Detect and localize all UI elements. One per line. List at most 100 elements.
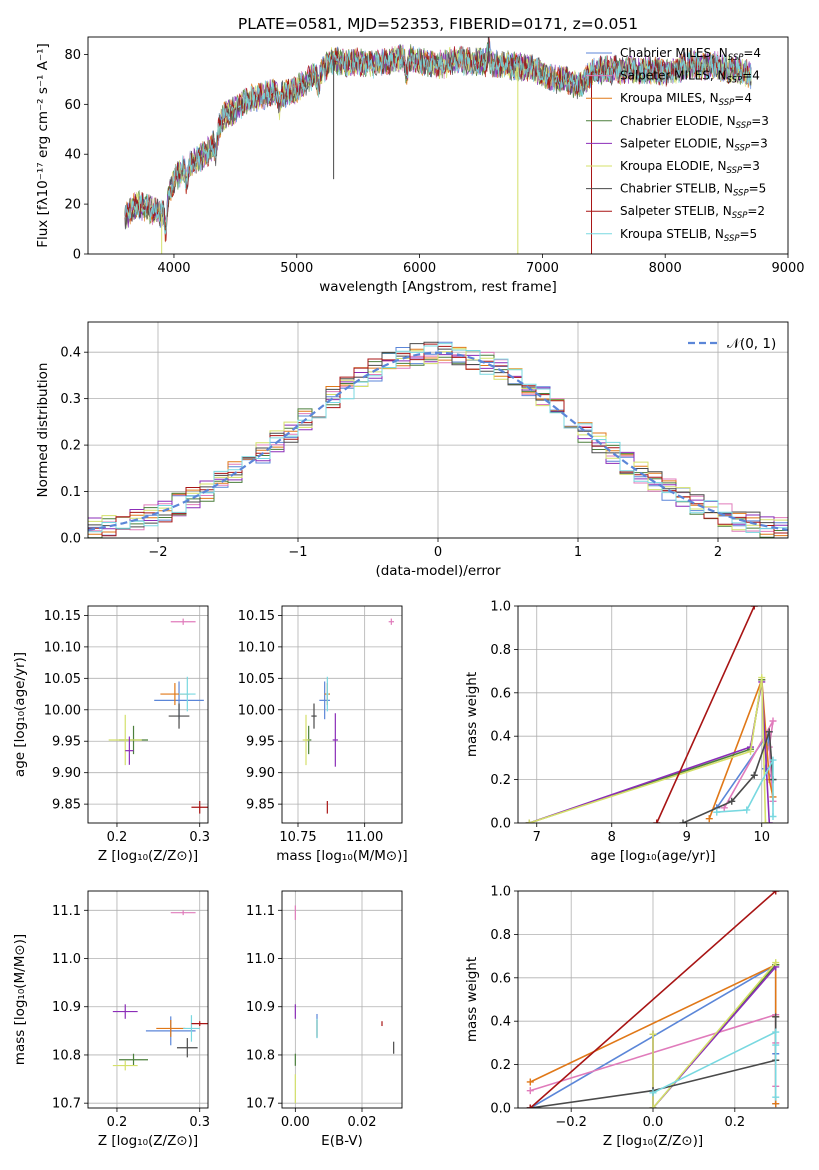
axes-frame bbox=[87, 36, 789, 255]
weight-point-kroupa-stelib bbox=[649, 1089, 657, 1097]
y-tick-label: 0.2 bbox=[490, 773, 511, 788]
y-tick-label: 0.2 bbox=[60, 439, 81, 454]
x-axis-label: (data-model)/error bbox=[375, 563, 501, 579]
figure-title: PLATE=0581, MJD=52353, FIBERID=0171, z=0… bbox=[238, 15, 638, 33]
weight-point-chabrier-stelib bbox=[772, 1013, 780, 1021]
legend-label-salpeter-miles: Salpeter MILES, NSSP=4 bbox=[620, 69, 760, 86]
errorbar-kroupa-miles bbox=[156, 1019, 186, 1037]
y-axis-label: mass weight bbox=[464, 672, 480, 757]
x-tick-label: 6000 bbox=[403, 261, 436, 276]
x-tick-label: 7 bbox=[533, 830, 541, 845]
errorbar-salpeter-elodie bbox=[125, 736, 134, 765]
panel-age-vs-mass: 10.75 11.00 9.85 9.90 9.95 10.00 10.05 10.10 10.… bbox=[238, 605, 408, 864]
errorbar-salpeter-elodie bbox=[112, 1004, 138, 1019]
y-tick-label: 1.0 bbox=[490, 885, 511, 900]
x-tick-label: −0.2 bbox=[555, 1115, 587, 1130]
weight-point-kroupa-miles bbox=[772, 1100, 780, 1108]
x-tick-label: 0.3 bbox=[189, 830, 210, 845]
y-tick-label: 0.0 bbox=[60, 532, 81, 547]
x-tick-label: 8 bbox=[608, 830, 616, 845]
y-tick-label: 0 bbox=[73, 248, 81, 263]
weight-point-salpeter-stelib bbox=[750, 606, 758, 610]
legend-label-kroupa-stelib: Kroupa STELIB, NSSP=5 bbox=[620, 227, 757, 244]
weight-point-kroupa-stelib bbox=[713, 808, 721, 816]
y-tick-label: 10.15 bbox=[44, 609, 81, 624]
weight-point-kroupa-elodie bbox=[758, 674, 766, 682]
legend-label-chabrier-elodie: Chabrier ELODIE, NSSP=3 bbox=[620, 114, 769, 131]
axes-frame bbox=[87, 321, 789, 539]
y-tick-label: 9.95 bbox=[246, 735, 275, 750]
y-tick-label: 40 bbox=[64, 148, 81, 163]
y-tick-label: 11.0 bbox=[246, 952, 275, 967]
errorbar-chabrier-elodie bbox=[119, 1053, 148, 1066]
y-tick-label: 10.05 bbox=[44, 672, 81, 687]
plot-area bbox=[294, 905, 395, 1104]
x-tick-label: 10 bbox=[753, 830, 770, 845]
x-tick-label: 0.0 bbox=[643, 1115, 664, 1130]
weight-point-kroupa-elodie bbox=[525, 819, 533, 823]
weight-line-salpeter-stelib bbox=[656, 606, 756, 823]
plot-area bbox=[112, 910, 208, 1071]
panel-residual-histogram: −2 −1 0 1 2 0.0 0.1 0.2 0.3 0.4 (data-model)/error… bbox=[35, 321, 789, 579]
y-tick-label: 9.95 bbox=[52, 735, 81, 750]
weight-line-kroupa-miles bbox=[708, 679, 774, 819]
y-tick-label: 11.0 bbox=[52, 952, 81, 967]
y-tick-label: 0.3 bbox=[60, 392, 81, 407]
legend-label-kroupa-elodie: Kroupa ELODIE, NSSP=3 bbox=[620, 159, 760, 176]
errorbar-salpeter-stelib bbox=[191, 1021, 208, 1027]
weight-point-kroupa-elodie bbox=[747, 747, 754, 755]
y-tick-label: 0.4 bbox=[490, 1015, 511, 1030]
y-tick-label: 0.0 bbox=[490, 1102, 511, 1117]
plot-area bbox=[302, 618, 394, 814]
plot-area bbox=[526, 891, 780, 1108]
x-tick-label: 9000 bbox=[771, 261, 804, 276]
x-tick-label: 0.02 bbox=[348, 1115, 377, 1130]
x-axis-label: age [log₁₀(age/yr)] bbox=[590, 848, 715, 864]
y-tick-label: 0.8 bbox=[490, 928, 511, 943]
y-tick-label: 0.8 bbox=[490, 643, 511, 658]
y-tick-label: 9.85 bbox=[52, 798, 81, 813]
y-tick-label: 80 bbox=[64, 48, 81, 63]
y-tick-label: 0.2 bbox=[490, 1058, 511, 1073]
axes-frame bbox=[87, 890, 209, 1109]
errorbar-kroupa-elodie bbox=[108, 714, 142, 766]
histogram-salpeter-miles bbox=[88, 351, 788, 532]
y-tick-label: 0.4 bbox=[60, 346, 81, 361]
weight-point-chabrier-stelib bbox=[679, 819, 687, 823]
errorbar-salpeter-elodie bbox=[332, 713, 338, 767]
normal-curve bbox=[88, 351, 788, 531]
x-axis-label: mass [log₁₀(M/M⊙)] bbox=[276, 848, 407, 864]
x-tick-label: 5000 bbox=[280, 261, 313, 276]
x-axis-label: wavelength [Angstrom, rest frame] bbox=[319, 279, 557, 295]
x-tick-label: 7000 bbox=[526, 261, 559, 276]
y-tick-label: 10.8 bbox=[246, 1048, 275, 1063]
weight-point-kroupa-stelib bbox=[769, 812, 777, 820]
y-tick-label: 10.00 bbox=[238, 703, 275, 718]
errorbar-salpeter-miles bbox=[388, 618, 394, 625]
x-tick-label: 0.2 bbox=[107, 830, 128, 845]
x-axis-label: Z [log₁₀(Z/Z⊙)] bbox=[98, 1133, 198, 1149]
weight-point-kroupa-elodie bbox=[762, 819, 769, 823]
x-tick-label: 11.00 bbox=[346, 830, 383, 845]
errorbar-kroupa-elodie bbox=[302, 714, 310, 766]
weight-line-kroupa-elodie bbox=[652, 962, 777, 1108]
x-tick-label: −2 bbox=[148, 545, 167, 560]
y-tick-label: 0.6 bbox=[490, 971, 511, 986]
x-axis-label: Z [log₁₀(Z/Z⊙)] bbox=[98, 848, 198, 864]
legend-label-chabrier-miles: Chabrier MILES, NSSP=4 bbox=[620, 46, 761, 63]
panel-age-vs-z: 0.2 0.3 9.85 9.90 9.95 10.00 10.05 10.10 10.15 Z … bbox=[12, 605, 210, 864]
weight-point-salpeter-stelib bbox=[653, 819, 661, 823]
y-tick-label: 0.1 bbox=[60, 485, 81, 500]
weight-point-chabrier-stelib bbox=[750, 771, 758, 779]
panel-mass-weight-vs-age: 7 8 9 10 0.0 0.2 0.4 0.6 0.8 1.0 age [log₁₀(age/yr… bbox=[464, 600, 789, 864]
plot-area bbox=[108, 618, 208, 814]
legend-label-kroupa-miles: Kroupa MILES, NSSP=4 bbox=[620, 91, 752, 108]
x-tick-label: 10.75 bbox=[279, 830, 316, 845]
spectrum-line-kroupa-stelib bbox=[124, 41, 752, 235]
x-tick-label: 0.00 bbox=[281, 1115, 310, 1130]
y-tick-label: 10.8 bbox=[52, 1048, 81, 1063]
weight-point-kroupa-stelib bbox=[772, 1093, 780, 1101]
y-tick-label: 9.85 bbox=[246, 798, 275, 813]
weight-point-kroupa-elodie bbox=[772, 959, 780, 967]
